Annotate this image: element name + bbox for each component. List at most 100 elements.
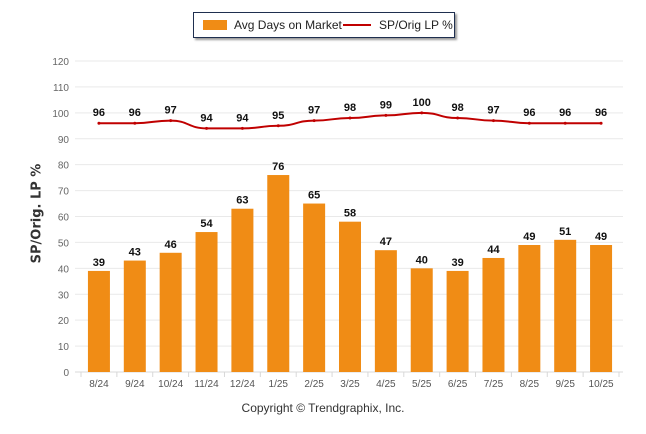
bar-data-label: 49 <box>523 231 535 243</box>
bar-data-label: 63 <box>236 195 248 207</box>
bar-data-label: 65 <box>308 190 320 202</box>
line-point <box>491 119 495 123</box>
bar <box>195 232 218 372</box>
line-point <box>312 119 316 123</box>
legend-label-bar: Avg Days on Market <box>234 18 342 32</box>
x-tick-label: 5/25 <box>412 379 432 390</box>
bar-data-label: 49 <box>595 231 607 243</box>
y-axis-ticks: 0 10 20 30 40 50 60 70 80 90 100 110 120 <box>52 57 69 379</box>
line-point <box>133 121 137 125</box>
line-point <box>205 126 209 130</box>
line-point <box>456 116 460 120</box>
bar-series <box>87 175 613 372</box>
bar <box>87 270 110 372</box>
y-tick-label: 70 <box>58 187 70 198</box>
y-tick-label: 90 <box>58 135 70 146</box>
bar-data-labels: 39 43 46 54 63 76 65 58 47 40 39 44 49 51 49 <box>93 161 607 269</box>
bar <box>231 208 254 372</box>
y-tick-label: 80 <box>58 161 70 172</box>
line-data-label: 96 <box>559 107 571 119</box>
bar-data-label: 39 <box>451 257 463 269</box>
line-point <box>97 121 101 125</box>
bar <box>267 175 290 372</box>
bar-data-label: 43 <box>129 247 141 259</box>
x-tick-label: 9/25 <box>555 379 575 390</box>
bar <box>159 252 182 372</box>
y-tick-label: 60 <box>58 213 70 224</box>
bar <box>123 260 146 372</box>
line-point <box>563 121 567 125</box>
y-tick-label: 50 <box>58 238 70 249</box>
bar-data-label: 46 <box>165 239 177 251</box>
bar-data-label: 76 <box>272 161 284 173</box>
bar <box>410 268 433 372</box>
x-tick-label: 8/25 <box>520 379 540 390</box>
line-point <box>169 119 173 123</box>
y-tick-label: 120 <box>52 57 69 68</box>
y-tick-label: 100 <box>52 109 69 120</box>
x-tick-label: 7/25 <box>484 379 504 390</box>
bar-data-label: 40 <box>416 254 428 266</box>
legend-label-line: SP/Orig LP % <box>379 18 453 32</box>
line-point <box>240 126 244 130</box>
line-point <box>527 121 531 125</box>
line-data-label: 98 <box>344 102 356 114</box>
line-data-label: 95 <box>272 110 284 122</box>
x-tick-label: 11/24 <box>194 379 219 390</box>
bar <box>374 250 397 372</box>
bar <box>303 203 326 372</box>
line-data-label: 96 <box>523 107 535 119</box>
x-tick-label: 1/25 <box>269 379 289 390</box>
bar <box>590 245 613 372</box>
bar-data-label: 51 <box>559 226 571 238</box>
bar <box>482 257 505 372</box>
y-tick-label: 40 <box>58 264 70 275</box>
legend: Avg Days on Market SP/Orig LP % <box>193 12 455 38</box>
line-data-label: 94 <box>236 112 249 124</box>
x-tick-label: 10/25 <box>589 379 614 390</box>
bar-data-label: 58 <box>344 208 356 220</box>
y-tick-label: 10 <box>58 342 70 353</box>
line-point <box>384 113 388 117</box>
x-tick-label: 4/25 <box>376 379 396 390</box>
x-tick-label: 3/25 <box>340 379 360 390</box>
y-tick-label: 20 <box>58 316 70 327</box>
line-data-label: 96 <box>595 107 607 119</box>
bar-data-label: 44 <box>487 244 500 256</box>
x-axis: 8/24 9/24 10/24 11/24 12/24 1/25 2/25 3/25 4/25 5… <box>80 372 620 390</box>
bar <box>518 245 541 372</box>
line-data-label: 97 <box>487 105 499 117</box>
x-tick-label: 9/24 <box>125 379 145 390</box>
line-point <box>276 124 280 128</box>
legend-item-bar[interactable]: Avg Days on Market <box>203 18 342 32</box>
y-tick-label: 0 <box>63 368 69 379</box>
bar <box>339 221 361 372</box>
line-data-labels: 96 96 97 94 94 95 97 98 99 100 98 97 96 96 96 <box>93 97 607 125</box>
line-data-label: 100 <box>413 97 431 109</box>
line-data-label: 97 <box>165 105 177 117</box>
legend-item-line[interactable]: SP/Orig LP % <box>343 18 453 32</box>
bar-data-label: 54 <box>200 218 213 230</box>
x-tick-label: 6/25 <box>448 379 468 390</box>
bar <box>554 239 577 372</box>
line-point <box>599 121 603 125</box>
line-series <box>97 111 603 130</box>
y-tick-label: 30 <box>58 290 70 301</box>
legend-swatch-bar <box>203 20 227 30</box>
x-tick-label: 12/24 <box>230 379 255 390</box>
line-point <box>420 111 424 115</box>
line-data-label: 97 <box>308 105 320 117</box>
legend-swatch-line <box>343 24 371 26</box>
bar-data-label: 39 <box>93 257 105 269</box>
line-data-label: 96 <box>129 107 141 119</box>
x-tick-label: 8/24 <box>89 379 109 390</box>
line-data-label: 94 <box>200 112 213 124</box>
line-data-label: 98 <box>451 102 463 114</box>
line-data-label: 96 <box>93 107 105 119</box>
bar <box>446 270 469 372</box>
line-data-label: 99 <box>380 99 392 111</box>
y-tick-label: 110 <box>53 83 69 94</box>
bar-data-label: 47 <box>380 236 392 248</box>
x-tick-label: 2/25 <box>304 379 324 390</box>
